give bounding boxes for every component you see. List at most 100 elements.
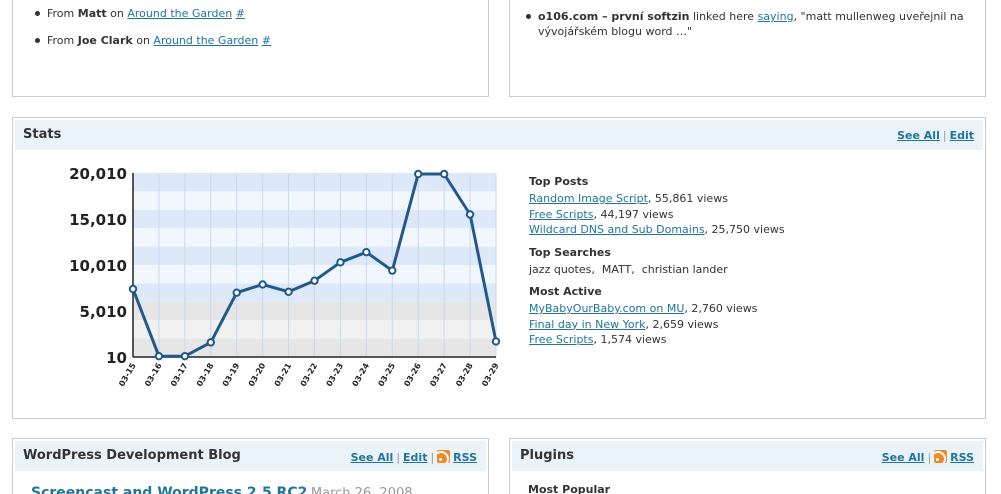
stats-sidebar: Top Posts Random Image Script, 55,861 vi… xyxy=(529,175,969,356)
stats-box: Stats See All | Edit 10 5,010 10,010 15,010 20… xyxy=(12,117,986,419)
data-point xyxy=(362,248,371,257)
list-item: From Matt on Around the Garden # xyxy=(33,6,271,21)
x-tick-label: 03-20 xyxy=(247,361,268,388)
dev-blog-actions: See All | Edit | RSS xyxy=(351,450,477,464)
most-active-views: , 1,574 views xyxy=(593,333,667,346)
list-item: Random Image Script, 55,861 views xyxy=(529,191,969,207)
list-item: Free Scripts, 44,197 views xyxy=(529,207,969,223)
list-item: Final day in New York, 2,659 views xyxy=(529,317,969,333)
recent-comments-box: From Matt on Around the Garden # From Jo… xyxy=(12,0,489,97)
dev-blog-box: WordPress Development Blog See All | Edit |… xyxy=(12,438,489,494)
plugins-rss-link[interactable]: RSS xyxy=(950,451,974,464)
incoming-excerpt-2: vývojářském blogu word …" xyxy=(538,25,693,38)
data-point xyxy=(336,258,345,267)
data-point xyxy=(154,351,164,361)
most-active-views: , 2,659 views xyxy=(645,317,719,331)
data-point xyxy=(206,338,215,347)
top-post-link[interactable]: Random Image Script xyxy=(529,192,648,205)
x-tick-label: 03-21 xyxy=(273,361,294,388)
dev-blog-rss-link[interactable]: RSS xyxy=(453,451,477,464)
most-active-heading: Most Active xyxy=(529,285,602,298)
comment-permalink[interactable]: # xyxy=(261,34,271,47)
list-item: From Joe Clark on Around the Garden # xyxy=(33,33,271,48)
data-point xyxy=(180,351,190,361)
list-item: Free Scripts, 1,574 views xyxy=(529,332,969,348)
data-point xyxy=(388,266,397,275)
separator: | xyxy=(942,129,947,142)
top-post-link[interactable]: Wildcard DNS and Sub Domains xyxy=(529,223,705,236)
most-active-link[interactable]: Free Scripts xyxy=(529,333,594,346)
incoming-links-box: o106.com – první softzin linked here say… xyxy=(509,0,986,97)
separator: | xyxy=(430,451,435,464)
separator: | xyxy=(396,451,401,464)
top-post-views: , 55,861 views xyxy=(647,192,728,205)
x-tick-label: 03-23 xyxy=(325,362,346,389)
most-active-link[interactable]: MyBabyOurBaby.com on MU xyxy=(529,302,685,315)
top-post-views: , 25,750 views xyxy=(704,223,785,236)
most-active-views: , 2,760 views xyxy=(684,302,758,315)
dev-blog-see-all-link[interactable]: See All xyxy=(350,451,394,464)
y-tick-label: 5,010 xyxy=(80,303,127,321)
most-active-section: Most Active MyBabyOurBaby.com on MU, 2,7… xyxy=(529,285,969,348)
list-item: Wildcard DNS and Sub Domains, 25,750 vie… xyxy=(529,222,969,238)
x-tick-label: 03-25 xyxy=(376,361,397,388)
plugins-most-popular-heading: Most Popular xyxy=(528,483,611,494)
data-point xyxy=(232,288,241,297)
comment-on-label: on xyxy=(136,34,150,47)
stats-see-all-link[interactable]: See All xyxy=(897,129,940,142)
comment-from-label: From xyxy=(47,34,75,47)
dev-blog-first-post: Screencast and WordPress 2.5 RC2 March 2… xyxy=(31,485,413,494)
stats-header: Stats See All | Edit xyxy=(15,120,983,150)
y-tick-label: 20,010 xyxy=(69,165,127,183)
x-tick-label: 03-26 xyxy=(402,361,423,388)
plugins-box: Plugins See All | RSS Most Popular xyxy=(509,438,986,494)
plugins-title: Plugins xyxy=(520,448,574,463)
rss-icon[interactable] xyxy=(437,450,451,463)
comment-permalink[interactable]: # xyxy=(235,7,245,20)
plugins-see-all-link[interactable]: See All xyxy=(881,451,925,464)
comment-on-label: on xyxy=(110,7,124,20)
data-point xyxy=(310,276,319,285)
top-post-link[interactable]: Free Scripts xyxy=(529,207,594,221)
incoming-link-saying[interactable]: saying xyxy=(757,10,794,23)
top-searches-heading: Top Searches xyxy=(529,245,611,259)
top-posts-section: Top Posts Random Image Script, 55,861 vi… xyxy=(529,175,969,238)
y-tick-label: 10,010 xyxy=(69,257,127,275)
comment-author: Joe Clark xyxy=(77,34,133,47)
data-point xyxy=(128,284,138,294)
dev-blog-post-link[interactable]: Screencast and WordPress 2.5 RC2 xyxy=(31,485,308,494)
top-searches-text: jazz quotes, MATT, christian lander xyxy=(529,262,728,276)
x-tick-label: 03-17 xyxy=(169,362,190,389)
dev-blog-post-date: March 26, 2008 xyxy=(310,486,413,494)
plugins-actions: See All | RSS xyxy=(882,450,974,464)
x-tick-label: 03-16 xyxy=(143,361,164,388)
top-posts-heading: Top Posts xyxy=(529,175,589,188)
dev-blog-edit-link[interactable]: Edit xyxy=(403,451,428,464)
x-tick-label: 03-19 xyxy=(221,361,242,388)
stats-edit-link[interactable]: Edit xyxy=(949,129,974,142)
stats-actions: See All | Edit xyxy=(897,129,974,142)
most-active-link[interactable]: Final day in New York xyxy=(529,317,646,331)
incoming-excerpt-1: , "matt mullenweg uveřejnil na xyxy=(793,10,964,23)
comment-post-link[interactable]: Around the Garden xyxy=(127,7,233,20)
plugins-header: Plugins See All | RSS xyxy=(512,441,983,471)
data-point xyxy=(414,169,423,179)
data-point xyxy=(258,280,267,289)
data-point xyxy=(491,337,501,346)
x-tick-label: 03-24 xyxy=(350,361,371,388)
comment-from-label: From xyxy=(47,7,75,20)
incoming-linked-label: linked here xyxy=(692,10,755,23)
x-tick-label: 03-29 xyxy=(480,361,501,388)
incoming-links-list: o106.com – první softzin linked here say… xyxy=(524,9,974,39)
x-tick-label: 03-27 xyxy=(428,362,449,389)
y-tick-label: 15,010 xyxy=(69,211,127,229)
x-tick-label: 03-28 xyxy=(454,361,475,388)
data-point xyxy=(439,169,449,179)
data-point xyxy=(284,287,293,296)
comment-post-link[interactable]: Around the Garden xyxy=(153,34,259,47)
rss-icon[interactable] xyxy=(934,450,948,463)
dev-blog-title: WordPress Development Blog xyxy=(23,448,241,463)
comments-list: From Matt on Around the Garden # From Jo… xyxy=(33,6,271,48)
list-item: o106.com – první softzin linked here say… xyxy=(524,9,974,39)
